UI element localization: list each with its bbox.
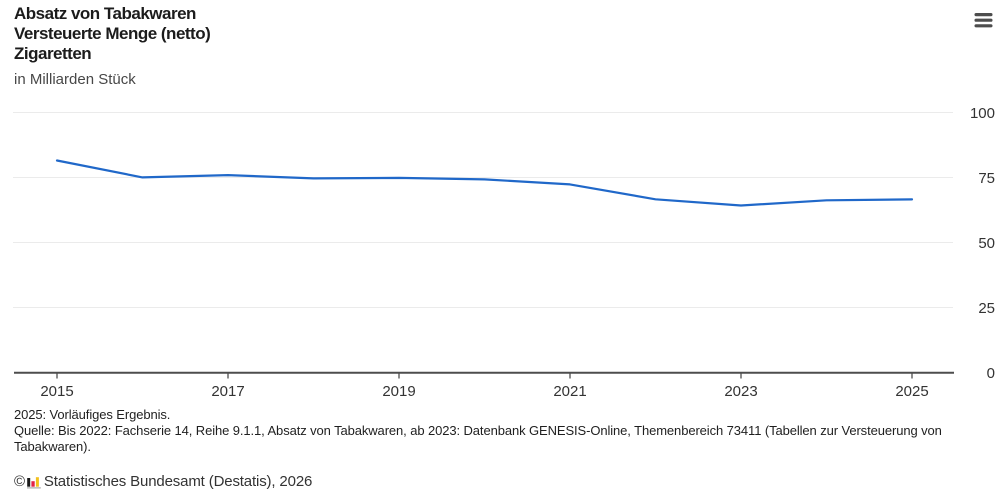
- svg-text:50: 50: [978, 235, 995, 252]
- svg-text:2025: 2025: [895, 383, 928, 400]
- svg-text:2019: 2019: [382, 383, 415, 400]
- svg-text:2023: 2023: [724, 383, 757, 400]
- svg-text:25: 25: [978, 300, 995, 317]
- svg-text:2021: 2021: [553, 383, 586, 400]
- svg-text:2015: 2015: [40, 383, 73, 400]
- svg-text:0: 0: [987, 365, 995, 382]
- svg-text:2017: 2017: [211, 383, 244, 400]
- svg-text:75: 75: [978, 170, 995, 187]
- svg-text:100: 100: [970, 105, 995, 122]
